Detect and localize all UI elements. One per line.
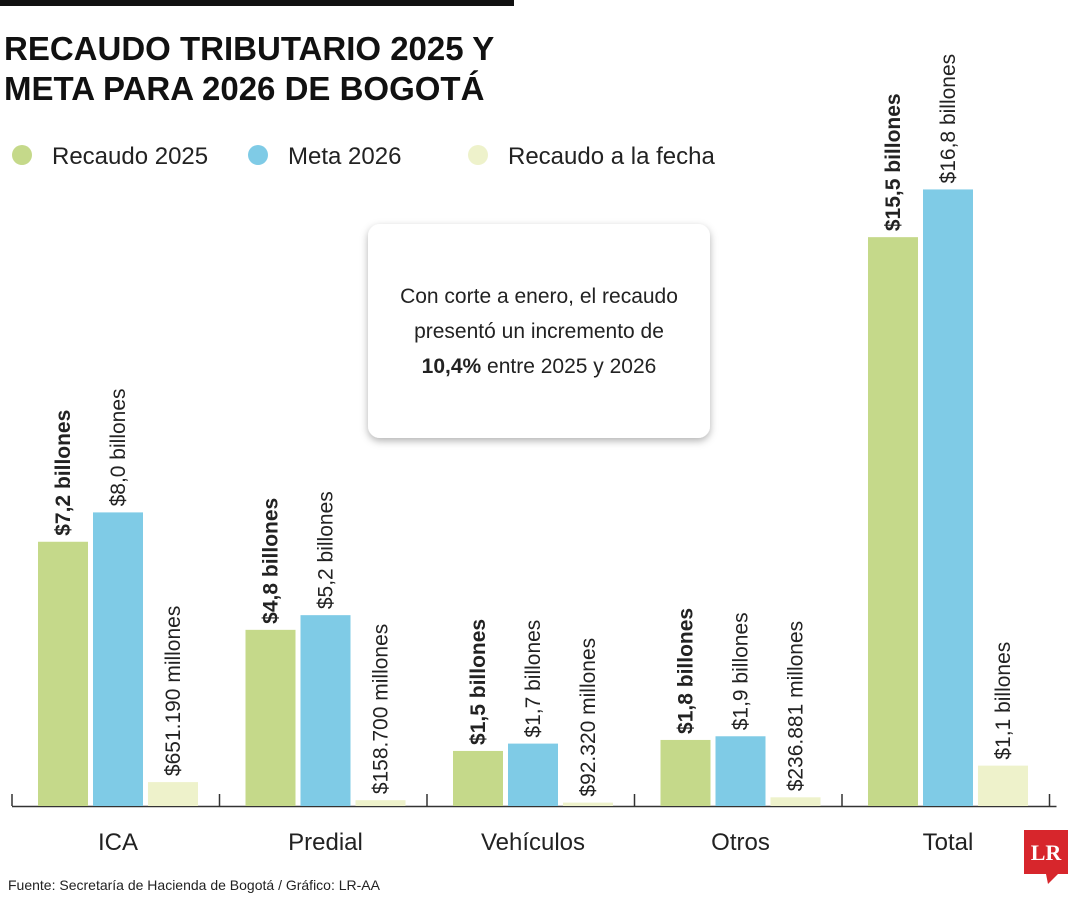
value-label: $16,8 billones [937,54,960,184]
legend-label: Recaudo a la fecha [508,143,715,170]
x-tick-label: Total [923,829,974,856]
legend-label: Meta 2026 [288,143,401,170]
value-label: $1,8 billones [675,608,698,734]
bar [715,736,766,806]
logo-tail [1046,874,1058,884]
value-label: $8,0 billones [107,388,130,506]
logo-text: LR [1031,840,1063,865]
bar [508,743,558,806]
value-label: $651.190 millones [162,606,185,776]
bar [93,512,143,806]
bar [453,750,503,806]
bar [868,237,918,806]
x-tick-label: Predial [288,829,363,856]
value-label: $92.320 millones [577,638,600,797]
x-tick-label: ICA [98,829,138,856]
bar [148,782,198,806]
bar [770,797,821,806]
bar [245,629,296,806]
chart-title: META PARA 2026 DE BOGOTÁ [4,70,484,107]
annotation-highlight: 10,4% [422,355,482,378]
value-label: $236.881 millones [785,621,808,791]
bar [660,739,711,806]
value-label: $1,7 billones [522,620,545,738]
value-label: $1,5 billones [467,619,490,745]
value-label: $5,2 billones [315,491,338,609]
x-tick-label: Otros [711,829,770,856]
value-label: $1,1 billones [992,642,1015,760]
top-rule [0,0,514,6]
value-label: $7,2 billones [52,410,75,536]
legend-swatch [12,145,32,165]
annotation: Con corte a enero, el recaudo [400,285,678,308]
value-label: $158.700 millones [370,624,393,794]
value-label: $4,8 billones [260,498,283,624]
x-tick-label: Vehículos [481,829,585,856]
legend-swatch [468,145,488,165]
bar [978,765,1028,806]
chart-title: RECAUDO TRIBUTARIO 2025 Y [4,30,494,67]
annotation: entre 2025 y 2026 [487,355,656,378]
legend-label: Recaudo 2025 [52,143,208,170]
annotation: 10,4% entre 2025 y 2026 [422,355,657,378]
source: Fuente: Secretaría de Hacienda de Bogotá… [8,877,381,893]
legend-swatch [248,145,268,165]
value-label: $1,9 billones [730,612,753,730]
annotation-box [368,224,710,438]
bar [923,189,973,806]
value-label: $15,5 billones [882,93,905,231]
bar [355,800,406,806]
bar [38,541,88,806]
annotation: presentó un incremento de [414,320,664,343]
logo [1024,830,1068,874]
bar [300,615,351,806]
bar [563,802,613,806]
